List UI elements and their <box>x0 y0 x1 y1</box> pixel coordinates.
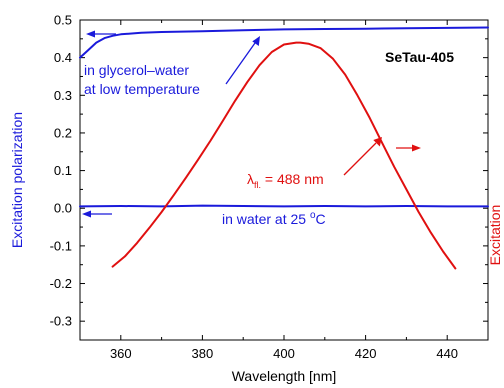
x-tick-label: 380 <box>192 346 214 361</box>
x-tick-label: 400 <box>273 346 295 361</box>
y-axis-title-left: Excitation polarization <box>9 112 25 248</box>
plot-area <box>79 19 489 341</box>
x-tick-label: 360 <box>110 346 132 361</box>
x-axis-title: Wavelength [nm] <box>232 368 337 384</box>
lambda-pointer-arrow <box>343 137 382 176</box>
water-label: in water at 25 oC <box>222 210 326 227</box>
y-tick-label: -0.3 <box>50 314 72 329</box>
glycerol-water-polarization-line <box>79 26 489 59</box>
y-tick-label: -0.2 <box>50 276 72 291</box>
x-tick-label: 440 <box>436 346 458 361</box>
y-tick-label: 0.5 <box>54 13 72 28</box>
water-label-text: in water at 25 <box>222 211 310 227</box>
glycerol-label-line1: in glycerol–water <box>84 62 189 78</box>
lambda-label: λfl. = 488 nm <box>247 171 324 190</box>
y-tick-label: -0.1 <box>50 238 72 253</box>
x-tick-label: 420 <box>355 346 377 361</box>
y-tick-label: 0.2 <box>54 125 72 140</box>
water-label-unit: C <box>316 211 326 227</box>
right-axis-arrow <box>396 144 421 152</box>
y-tick-label: 0.4 <box>54 50 72 65</box>
left-axis-arrow-top <box>86 30 116 38</box>
excitation-spectrum-line <box>111 41 457 270</box>
water-label-degree: o <box>310 210 316 221</box>
y-axis-title-right: Excitation <box>487 205 503 266</box>
left-axis-arrow-bottom <box>82 210 112 218</box>
lambda-subscript: fl. <box>254 180 261 190</box>
y-tick-label: 0.3 <box>54 88 72 103</box>
series-layer <box>79 26 489 270</box>
water-polarization-line <box>79 204 489 208</box>
y-tick-label: 0.0 <box>54 201 72 216</box>
lambda-value: = 488 nm <box>261 171 324 187</box>
lambda-symbol: λ <box>247 171 254 187</box>
chart-title: SeTau-405 <box>385 49 454 65</box>
glycerol-pointer-arrow <box>225 36 260 85</box>
y-tick-label: 0.1 <box>54 163 72 178</box>
glycerol-label-line2: at low temperature <box>84 81 200 97</box>
ticks: 360 380 400 420 440 -0.3 -0.2 -0.1 0.0 0.1 0.2 0.3 0… <box>50 13 489 361</box>
